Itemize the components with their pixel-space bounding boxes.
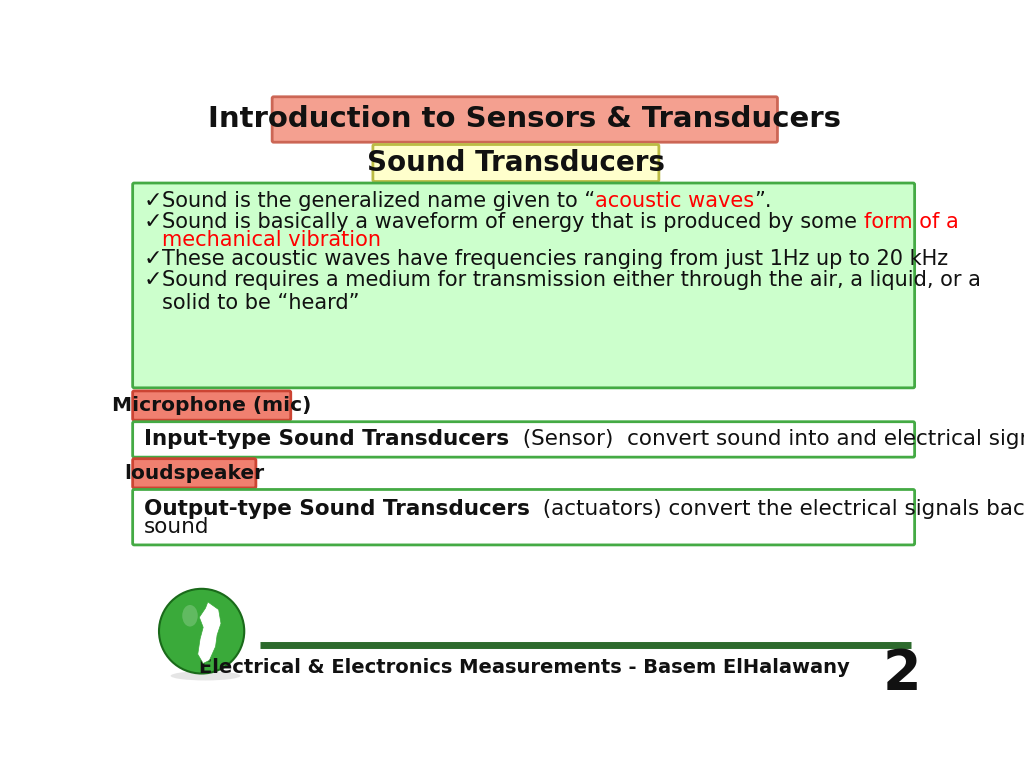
Circle shape [159, 589, 245, 674]
Ellipse shape [171, 671, 241, 680]
Text: Sound Transducers: Sound Transducers [367, 149, 665, 177]
Text: Introduction to Sensors & Transducers: Introduction to Sensors & Transducers [208, 105, 842, 134]
Text: These acoustic waves have frequencies ranging from just 1Hz up to 20 kHz: These acoustic waves have frequencies ra… [162, 249, 948, 269]
Text: ✓: ✓ [143, 270, 162, 290]
Text: ”.: ”. [755, 190, 772, 210]
Text: sound: sound [143, 517, 209, 537]
FancyBboxPatch shape [133, 183, 914, 388]
Text: ✓: ✓ [143, 190, 162, 210]
Text: Input-type Sound Transducers: Input-type Sound Transducers [143, 429, 509, 449]
Text: 2: 2 [882, 647, 921, 700]
Text: ✓: ✓ [143, 249, 162, 269]
FancyBboxPatch shape [133, 458, 256, 488]
Text: form of a: form of a [863, 212, 958, 232]
Text: Microphone (mic): Microphone (mic) [112, 396, 311, 415]
Text: loudspeaker: loudspeaker [124, 464, 264, 483]
Text: ✓: ✓ [143, 212, 162, 232]
Text: acoustic waves: acoustic waves [595, 190, 755, 210]
FancyBboxPatch shape [373, 144, 658, 181]
Ellipse shape [182, 605, 198, 627]
FancyBboxPatch shape [133, 489, 914, 545]
Text: mechanical vibration: mechanical vibration [162, 230, 381, 250]
Text: Sound is the generalized name given to “: Sound is the generalized name given to “ [162, 190, 595, 210]
FancyBboxPatch shape [272, 97, 777, 142]
Text: (Sensor)  convert sound into and electrical signal: (Sensor) convert sound into and electric… [509, 429, 1024, 449]
Text: Electrical & Electronics Measurements - Basem ElHalawany: Electrical & Electronics Measurements - … [200, 658, 850, 677]
Text: Output-type Sound Transducers: Output-type Sound Transducers [143, 498, 529, 518]
Text: Sound is basically a waveform of energy that is produced by some: Sound is basically a waveform of energy … [162, 212, 863, 232]
Text: Sound requires a medium for transmission either through the air, a liquid, or a
: Sound requires a medium for transmission… [162, 270, 981, 313]
Text: (actuators) convert the electrical signals back into: (actuators) convert the electrical signa… [529, 498, 1024, 518]
FancyBboxPatch shape [133, 422, 914, 457]
PathPatch shape [198, 602, 221, 664]
FancyBboxPatch shape [133, 391, 291, 420]
